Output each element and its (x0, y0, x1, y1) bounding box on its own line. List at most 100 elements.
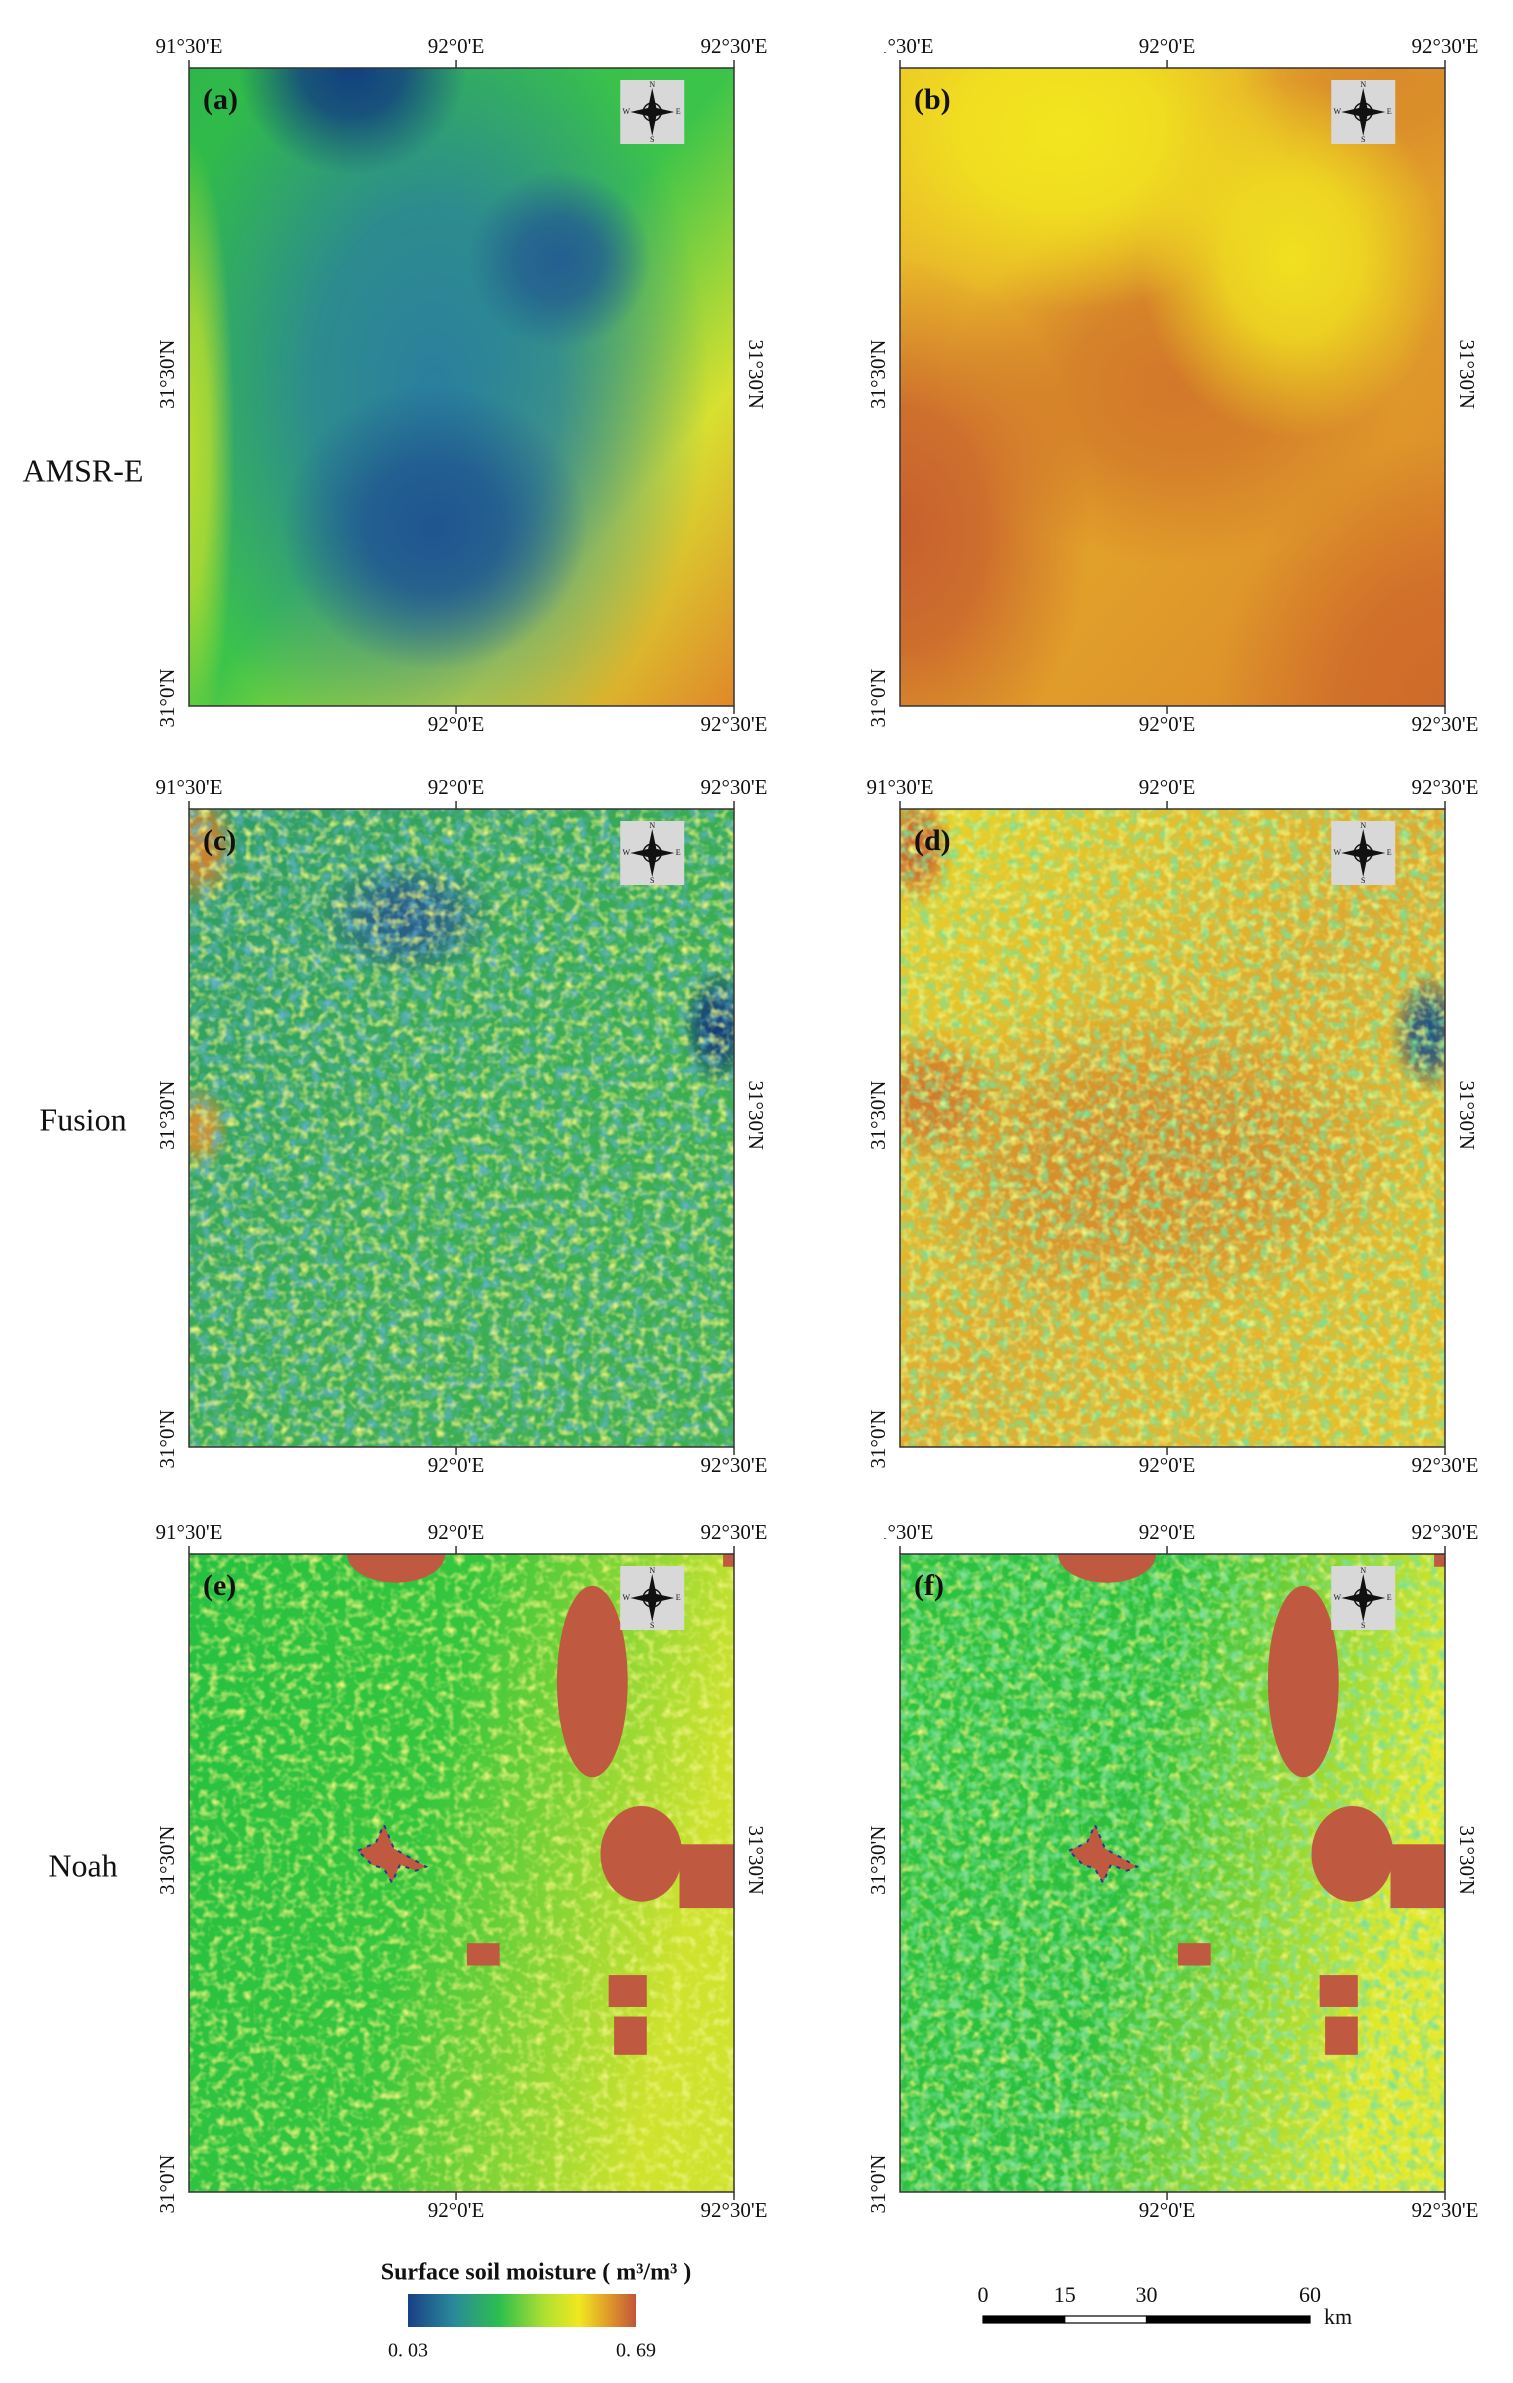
scale-label: 60 (1299, 2282, 1321, 2307)
compass-letter: E (676, 1593, 681, 1602)
compass-letter: S (1361, 876, 1365, 885)
scale-segment (982, 2315, 1066, 2324)
lat-label: 31°30'N (866, 1826, 890, 1895)
lon-label: 92°30'E (1411, 1453, 1478, 1477)
compass-star (1341, 1574, 1386, 1622)
map-texture (900, 809, 1445, 1447)
map-texture (189, 809, 734, 1447)
lon-label: 91°30'E (155, 34, 222, 58)
compass-letter: N (649, 821, 655, 830)
map-region (281, 384, 587, 671)
map-patch (347, 1554, 446, 1583)
panel-label: (c) (203, 824, 236, 857)
lon-label: 91°30'E (155, 1520, 222, 1544)
compass-letter: E (1387, 848, 1392, 857)
map-patch (1319, 1975, 1358, 2007)
compass: N E S W (620, 821, 685, 885)
compass-star (1341, 88, 1386, 136)
compass-letter: N (649, 80, 655, 89)
lon-label: 92°30'E (700, 34, 767, 58)
lat-label: 31°0'N (866, 1410, 890, 1469)
legend-title: Surface soil moisture ( m³/m³ ) (381, 2260, 692, 2286)
map-frame (899, 1553, 1446, 2193)
map-region (900, 259, 1091, 706)
map-patch (466, 1943, 500, 1966)
lon-label: 92°0'E (428, 1453, 485, 1477)
lon-label: 92°30'E (700, 775, 767, 799)
compass: N E S W (620, 80, 685, 144)
row-label: Fusion (39, 1101, 126, 1137)
compass-letter: E (676, 848, 681, 857)
map-region (189, 138, 235, 706)
lat-label: 31°30'N (155, 1826, 179, 1895)
lat-label: 31°0'N (155, 1410, 179, 1469)
compass-ring (642, 1588, 662, 1608)
lon-label: 91°30'E (155, 775, 222, 799)
lon-label: 92°0'E (428, 1520, 485, 1544)
compass-letter: W (622, 1593, 630, 1602)
map-patch (356, 1822, 429, 1885)
lon-label: 91°30'E (866, 34, 933, 58)
compass-letter: S (1361, 1621, 1365, 1630)
lon-label: 92°0'E (1139, 34, 1196, 58)
lon-label: 92°0'E (428, 2198, 485, 2222)
lon-label: 92°0'E (428, 775, 485, 799)
compass-letter: S (650, 1621, 654, 1630)
compass-star (630, 88, 675, 136)
compass-ring (1353, 843, 1373, 863)
map-patch (723, 1554, 734, 1567)
panel-label: (e) (203, 1569, 236, 1602)
lon-label: 92°30'E (1411, 712, 1478, 736)
scale-label: 30 (1136, 2282, 1158, 2307)
map-panel (189, 1554, 734, 2192)
lat-label: 31°30'N (155, 340, 179, 409)
compass-letter: W (1333, 848, 1341, 857)
lon-label: 92°0'E (1139, 775, 1196, 799)
lat-label: 31°30'N (866, 340, 890, 409)
lon-label: 92°30'E (1411, 775, 1478, 799)
compass-letter: S (650, 876, 654, 885)
map-patch (1058, 1554, 1157, 1583)
compass: N E S W (1331, 80, 1396, 144)
lon-label: 91°30'E (866, 1520, 933, 1544)
lon-label: 92°0'E (428, 712, 485, 736)
map-region (1216, 438, 1445, 706)
compass-letter: W (1333, 1593, 1341, 1602)
lon-label: 92°30'E (1411, 1520, 1478, 1544)
panel-label: (b) (914, 83, 951, 116)
lon-label: 92°0'E (1139, 1520, 1196, 1544)
lat-label: 31°0'N (866, 669, 890, 728)
lat-label: 31°30'N (866, 1081, 890, 1150)
lat-label: 31°0'N (866, 2155, 890, 2214)
lat-label: 31°0'N (155, 2155, 179, 2214)
map-patch (556, 1585, 628, 1778)
compass-letter: N (1360, 80, 1366, 89)
compass-letter: E (676, 107, 681, 116)
scale-segment (1145, 2315, 1311, 2324)
map-region (468, 170, 652, 349)
map-patch (1311, 1806, 1394, 1902)
lon-label: 92°30'E (1411, 34, 1478, 58)
compass-star (630, 1574, 675, 1622)
lon-label: 92°30'E (700, 712, 767, 736)
map-patch (1434, 1554, 1445, 1567)
colorbar-tick-label: 0. 03 (388, 2340, 428, 2362)
map-frame (899, 808, 1446, 1448)
lat-label: 31°30'N (1455, 1826, 1479, 1895)
lat-label: 31°30'N (1455, 340, 1479, 409)
compass-letter: N (649, 1566, 655, 1575)
map-frame (899, 67, 1446, 707)
compass: N E S W (1331, 821, 1396, 885)
map-patch (1267, 1585, 1339, 1778)
map-frame (188, 67, 735, 707)
map-patch (1325, 2016, 1358, 2055)
map-patch (614, 2016, 647, 2055)
colorbar-tick-label: 0. 69 (616, 2340, 656, 2362)
lon-label: 92°0'E (428, 34, 485, 58)
map-panel (900, 68, 1445, 706)
row-label: AMSR-E (23, 452, 144, 488)
lat-label: 31°30'N (744, 340, 768, 409)
lat-label: 31°30'N (744, 1826, 768, 1895)
map-panel (189, 809, 734, 1447)
